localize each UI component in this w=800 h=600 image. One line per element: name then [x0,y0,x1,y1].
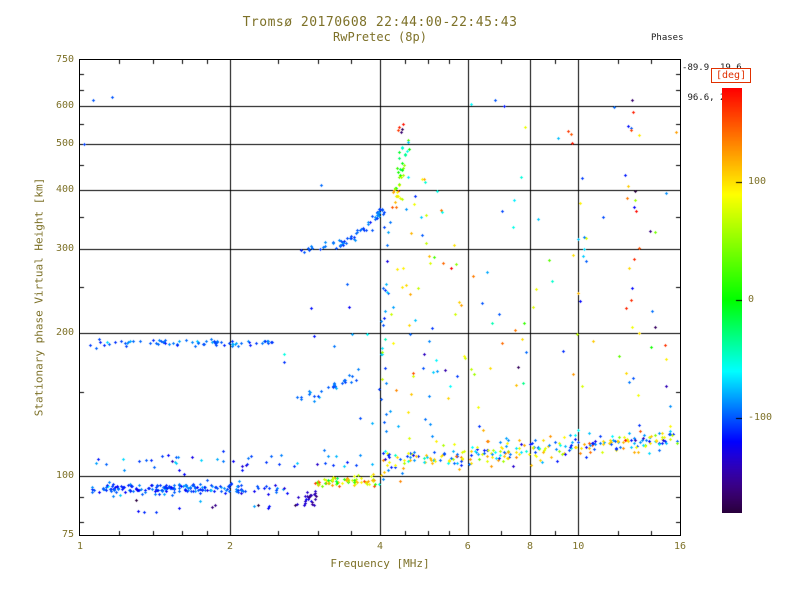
x-tick-label: 1 [76,541,84,552]
x-tick-label: 8 [526,541,534,552]
x-tick-label: 6 [464,541,471,552]
colorbar [722,88,742,513]
colorbar-tick-label: 0 [748,294,755,305]
plot-subtitle: RwPretec (8p) [333,30,427,44]
plot-title: Tromsø 20170608 22:44:00-22:45:43 [242,15,518,30]
y-tick-label: 75 [61,529,74,540]
scatter-canvas [80,60,680,535]
y-tick-label: 750 [55,54,74,65]
plot-frame [79,59,681,536]
colorbar-tick-label: 100 [748,176,767,187]
y-tick-label: 500 [55,137,74,149]
x-axis-label: Frequency [MHz] [330,557,430,570]
y-axis-label: Stationary phase Virtual Height [km] [32,177,46,417]
colorbar-unit-label: [deg] [711,68,752,83]
y-tick-label: 600 [55,100,74,112]
x-tick-label: 10 [572,541,585,552]
x-tick-label: 2 [226,541,234,552]
phase-stats-title: Phases [651,33,684,43]
y-tick-label: 100 [55,469,74,481]
x-tick-label: 4 [376,541,384,552]
x-tick-label: 16 [673,541,687,552]
colorbar-tick-label: -100 [748,412,773,423]
